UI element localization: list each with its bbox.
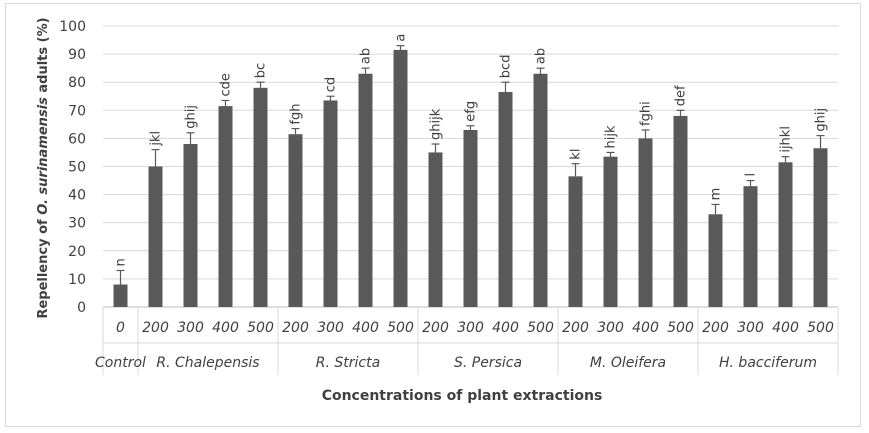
x-tick-label: 300 (317, 320, 344, 336)
significance-letter: ghijk (429, 108, 444, 140)
group-label: R. Chalepensis (156, 355, 259, 371)
x-tick-label: 500 (387, 320, 414, 336)
significance-letter: l (744, 173, 759, 177)
group-label: H. bacciferum (719, 355, 817, 371)
bar (288, 134, 303, 307)
chart-frame (5, 3, 861, 427)
x-tick-label: 300 (597, 320, 624, 336)
y-axis-label-part: adults (%) (36, 17, 51, 97)
bar (358, 73, 373, 308)
x-tick-label: 200 (142, 320, 169, 336)
significance-letter: kl (569, 149, 584, 160)
bar (498, 92, 513, 307)
significance-letter: ghij (814, 108, 829, 132)
significance-letter: bcd (499, 55, 514, 79)
y-tick-label: 50 (68, 160, 86, 176)
x-tick-label: 500 (807, 320, 834, 336)
significance-letter: n (114, 258, 129, 266)
y-tick-label: 30 (68, 216, 86, 232)
x-tick-label: 500 (527, 320, 554, 336)
bar (463, 129, 478, 307)
significance-letter: ab (359, 48, 374, 64)
bar (778, 162, 793, 307)
y-tick-label: 20 (68, 244, 86, 260)
significance-letter: cd (324, 77, 339, 92)
significance-letter: ab (534, 48, 549, 64)
x-tick-label: 200 (422, 320, 449, 336)
bar (743, 186, 758, 307)
bar (113, 284, 128, 307)
bar (148, 166, 163, 307)
bar (568, 176, 583, 307)
bar (533, 73, 548, 308)
group-label: M. Oleifera (590, 355, 666, 371)
y-tick-label: 40 (68, 188, 86, 204)
y-tick-label: 90 (68, 47, 86, 63)
significance-letter: m (709, 188, 724, 201)
x-tick-label: 200 (282, 320, 309, 336)
significance-letter: jkl (149, 131, 164, 147)
bar (638, 138, 653, 307)
y-axis-label-species: O. surinamensis (36, 97, 51, 215)
bar (603, 156, 618, 307)
bar (218, 106, 233, 308)
significance-letter: efg (464, 101, 479, 122)
y-tick-label: 70 (68, 103, 86, 119)
x-tick-label: 300 (737, 320, 764, 336)
significance-letter: fgh (289, 103, 304, 124)
bar (673, 115, 688, 307)
x-tick-label: 300 (457, 320, 484, 336)
y-tick-label: 80 (68, 75, 86, 91)
x-tick-label: 400 (212, 320, 239, 336)
significance-letter: def (674, 85, 689, 106)
y-tick-label: 60 (68, 131, 86, 147)
significance-letter: fghi (639, 101, 654, 126)
x-tick-label: 500 (247, 320, 274, 336)
bar (183, 144, 198, 307)
significance-letter: a (394, 34, 409, 42)
y-axis-label: Repellency of O. surinamensis adults (%) (36, 17, 51, 318)
y-tick-label: 100 (59, 19, 86, 35)
bar (253, 87, 268, 307)
x-tick-label: 0 (116, 320, 125, 336)
significance-letter: cde (219, 73, 234, 96)
x-tick-label: 400 (772, 320, 799, 336)
significance-letter: ijhkl (779, 126, 794, 153)
group-label: S. Persica (454, 355, 522, 371)
bar (708, 214, 723, 307)
y-axis-label-part: Repellency of (36, 215, 51, 319)
x-tick-label: 400 (632, 320, 659, 336)
significance-letter: bc (254, 63, 269, 78)
x-tick-label: 500 (667, 320, 694, 336)
significance-letter: ghij (184, 105, 199, 129)
y-tick-label: 0 (77, 300, 86, 316)
group-label: Control (95, 355, 146, 371)
bar (393, 49, 408, 307)
significance-letter: hijk (604, 125, 619, 148)
y-tick-label: 10 (68, 272, 86, 288)
x-tick-label: 200 (702, 320, 729, 336)
bar (323, 100, 338, 307)
x-tick-label: 400 (352, 320, 379, 336)
group-label: R. Stricta (316, 355, 380, 371)
x-tick-label: 200 (562, 320, 589, 336)
bar (813, 148, 828, 307)
x-axis-label: Concentrations of plant extractions (322, 388, 603, 404)
x-tick-label: 300 (177, 320, 204, 336)
bar (428, 152, 443, 307)
x-tick-label: 400 (492, 320, 519, 336)
